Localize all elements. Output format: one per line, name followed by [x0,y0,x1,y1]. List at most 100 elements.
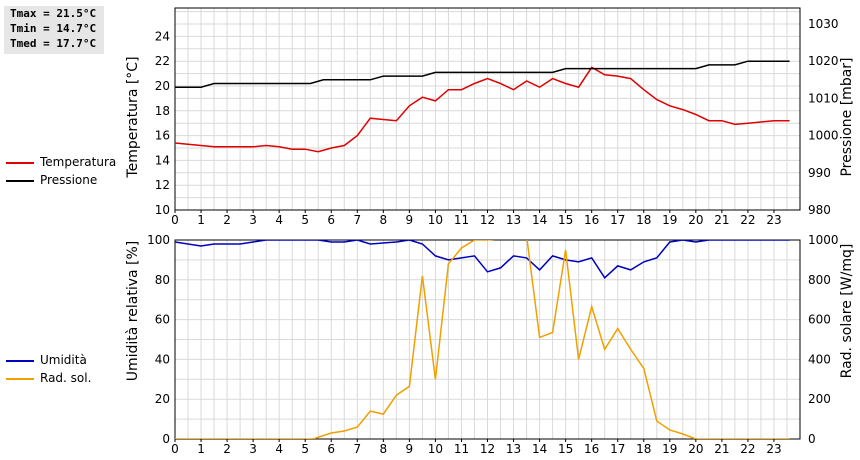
x-tick-label: 1 [197,442,205,456]
x-tick-label: 4 [275,442,283,456]
legend-bottom: Umidità Rad. sol. [6,351,91,387]
x-tick-label: 21 [714,442,729,456]
legend-item-umidita: Umidità [6,351,91,369]
legend-swatch-umidita [6,360,34,362]
x-tick-label: 12 [480,213,495,227]
y-left-tick-label: 100 [147,233,170,247]
x-tick-label: 13 [506,442,521,456]
y-left-tick-label: 16 [155,129,170,143]
x-tick-label: 16 [584,442,599,456]
x-tick-label: 9 [406,442,414,456]
y-right-axis-label: Rad. solare [W/mq] [839,244,855,379]
x-tick-label: 17 [610,442,625,456]
y-right-tick-label: 600 [808,313,831,327]
y-right-tick-label: 800 [808,273,831,287]
x-tick-label: 20 [688,213,703,227]
y-right-tick-label: 990 [808,166,831,180]
x-tick-label: 4 [275,213,283,227]
legend-item-radsol: Rad. sol. [6,369,91,387]
y-left-axis-label: Temperatura [°C] [125,56,141,178]
legend-label-temperatura: Temperatura [40,155,117,169]
x-tick-label: 12 [480,442,495,456]
y-right-tick-label: 1010 [808,91,839,105]
x-tick-label: 8 [380,442,388,456]
y-right-tick-label: 1000 [808,129,839,143]
legend-swatch-pressione [6,180,34,182]
x-tick-label: 16 [584,213,599,227]
y-left-tick-label: 80 [155,273,170,287]
x-tick-label: 22 [740,213,755,227]
tmed-text: Tmed = 17.7°C [10,37,97,50]
tmin-text: Tmin = 14.7°C [10,22,97,35]
x-tick-label: 23 [766,442,781,456]
x-tick-label: 5 [301,442,309,456]
y-left-tick-label: 24 [155,29,170,43]
x-tick-label: 3 [249,213,257,227]
x-tick-label: 21 [714,213,729,227]
y-left-tick-label: 40 [155,352,170,366]
x-tick-label: 6 [327,213,335,227]
y-left-tick-label: 60 [155,313,170,327]
x-tick-label: 19 [662,213,677,227]
x-tick-label: 13 [506,213,521,227]
x-tick-label: 5 [301,213,309,227]
x-tick-label: 0 [171,213,179,227]
y-right-tick-label: 200 [808,392,831,406]
y-left-tick-label: 18 [155,104,170,118]
x-tick-label: 22 [740,442,755,456]
chart-panel-2: 0 1 2 3 4 5 6 7 8 9 10 11 12 13 14 15 16 17 18 19 20 21 22 2302… [125,233,855,456]
legend-label-pressione: Pressione [40,173,98,187]
x-tick-label: 18 [636,213,651,227]
series-umidit [175,240,790,279]
y-left-tick-label: 0 [162,432,170,446]
x-tick-label: 11 [454,442,469,456]
x-tick-label: 3 [249,442,257,456]
x-tick-label: 7 [353,213,361,227]
y-left-axis-label: Umidità relativa [%] [125,241,141,382]
x-tick-label: 20 [688,442,703,456]
y-left-tick-label: 22 [155,54,170,68]
x-tick-label: 19 [662,442,677,456]
legend-label-umidita: Umidità [40,353,87,367]
x-tick-label: 10 [428,442,443,456]
x-tick-label: 23 [766,213,781,227]
x-tick-label: 18 [636,442,651,456]
x-tick-label: 2 [223,213,231,227]
y-right-tick-label: 1030 [808,17,839,31]
x-tick-label: 1 [197,213,205,227]
y-right-tick-label: 0 [808,432,816,446]
x-tick-label: 11 [454,213,469,227]
y-right-tick-label: 400 [808,352,831,366]
y-left-tick-label: 20 [155,392,170,406]
series-rad-sol [175,240,790,439]
x-tick-label: 15 [558,213,573,227]
x-tick-label: 8 [380,213,388,227]
y-left-tick-label: 12 [155,178,170,192]
x-tick-label: 0 [171,442,179,456]
y-right-tick-label: 1000 [808,233,839,247]
y-right-tick-label: 1020 [808,54,839,68]
chart-panel-1: 0 1 2 3 4 5 6 7 8 9 10 11 12 13 14 15 16 17 18 19 20 21 22 2310… [125,7,855,227]
legend-label-radsol: Rad. sol. [40,371,92,385]
legend-swatch-temperatura [6,162,34,164]
x-tick-label: 14 [532,213,547,227]
y-left-tick-label: 14 [155,153,170,167]
y-right-axis-label: Pressione [mbar] [839,57,855,176]
tmax-text: Tmax = 21.5°C [10,7,97,20]
x-tick-label: 17 [610,213,625,227]
x-tick-label: 15 [558,442,573,456]
legend-item-temperatura: Temperatura [6,153,116,171]
legend-swatch-radsol [6,378,34,380]
stats-box: Tmax = 21.5°C Tmin = 14.7°C Tmed = 17.7°… [4,6,104,54]
x-tick-label: 14 [532,442,547,456]
series-temperatura [175,66,790,153]
x-tick-label: 10 [428,213,443,227]
y-left-tick-label: 20 [155,79,170,93]
y-left-tick-label: 10 [155,203,170,217]
x-tick-label: 2 [223,442,231,456]
x-tick-label: 7 [353,442,361,456]
x-tick-label: 6 [327,442,335,456]
legend-top: Temperatura Pressione [6,153,116,189]
